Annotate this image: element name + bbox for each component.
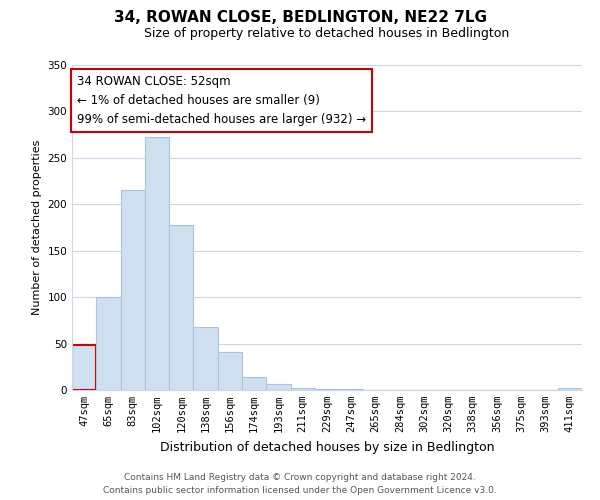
Bar (145, 136, 169, 390)
Y-axis label: Number of detached properties: Number of detached properties (32, 140, 42, 315)
Bar (558, 388, 582, 390)
Bar (121, 190, 145, 390)
Bar (169, 224, 193, 390)
Bar (193, 327, 218, 390)
Text: 34 ROWAN CLOSE: 52sqm
← 1% of detached houses are smaller (9)
99% of semi-detach: 34 ROWAN CLOSE: 52sqm ← 1% of detached h… (77, 74, 366, 126)
Title: Size of property relative to detached houses in Bedlington: Size of property relative to detached ho… (145, 27, 509, 40)
Bar (242, 377, 266, 390)
Bar (72, 344, 96, 390)
Text: 34, ROWAN CLOSE, BEDLINGTON, NE22 7LG: 34, ROWAN CLOSE, BEDLINGTON, NE22 7LG (113, 10, 487, 25)
Bar (315, 389, 339, 390)
Bar (290, 388, 315, 390)
X-axis label: Distribution of detached houses by size in Bedlington: Distribution of detached houses by size … (160, 440, 494, 454)
Bar (218, 352, 242, 390)
Bar (339, 389, 364, 390)
Bar (96, 297, 121, 390)
Bar (266, 384, 290, 390)
Text: Contains HM Land Registry data © Crown copyright and database right 2024.
Contai: Contains HM Land Registry data © Crown c… (103, 474, 497, 495)
